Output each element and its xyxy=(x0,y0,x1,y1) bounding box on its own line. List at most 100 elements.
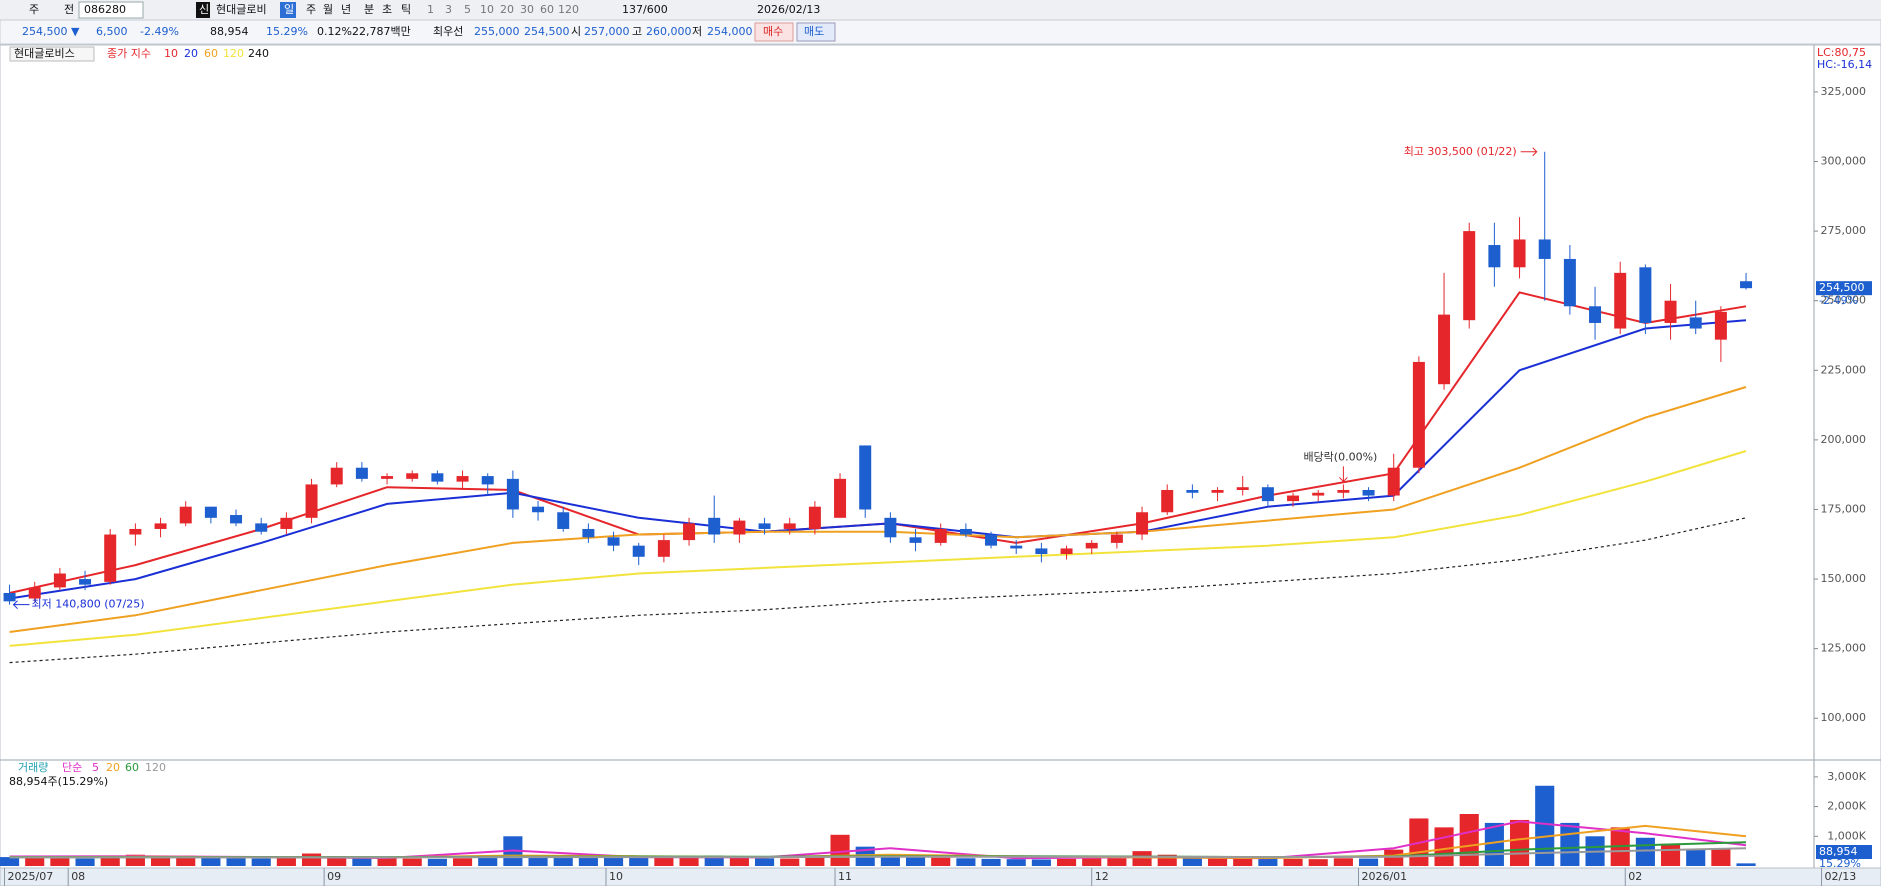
candle-body xyxy=(1714,311,1727,340)
quote-item: 88,954 xyxy=(210,25,249,38)
candle-body xyxy=(330,467,343,485)
volume-bar xyxy=(553,857,573,866)
volume-bar xyxy=(805,857,825,866)
candle-body xyxy=(1236,487,1249,490)
y-tick-label: 150,000 xyxy=(1821,572,1867,585)
y-tick-label: 300,000 xyxy=(1821,155,1867,168)
quote-item: 255,000 xyxy=(474,25,520,38)
candle-body xyxy=(154,523,167,529)
toolbar-item[interactable]: 틱 xyxy=(401,3,411,16)
toolbar-item[interactable]: 주 xyxy=(29,3,39,16)
legend-entry: 20 xyxy=(184,47,198,60)
candle-body xyxy=(1412,361,1425,468)
volume-bar xyxy=(1560,822,1580,866)
volume-bar xyxy=(905,857,926,866)
toolbar-item[interactable]: 20 xyxy=(500,3,514,16)
volume-ma-prefix: 단순 xyxy=(62,761,82,774)
toolbar-item[interactable]: 년 xyxy=(341,3,351,16)
toolbar-item[interactable]: 현대글로비 xyxy=(216,3,267,16)
volume-bar xyxy=(1660,843,1681,866)
legend-entry: 120 xyxy=(223,47,244,60)
volume-bar xyxy=(1333,858,1353,866)
legend-entry: 20 xyxy=(106,761,120,774)
toolbar-item[interactable]: 초 xyxy=(382,3,392,16)
x-tick-label: 10 xyxy=(609,870,623,883)
buy-button[interactable] xyxy=(754,22,794,42)
chart-frame xyxy=(0,44,1881,886)
volume-bar xyxy=(1182,857,1202,866)
indicator-hc: HC:-16,14 xyxy=(1817,58,1872,71)
toolbar-item[interactable]: 5 xyxy=(464,3,471,16)
quote-bar xyxy=(0,19,1881,45)
stock-name-box xyxy=(9,46,95,62)
candle-body xyxy=(53,573,66,588)
toolbar-item[interactable]: 전 xyxy=(64,3,74,16)
toolbar-item[interactable]: 1 xyxy=(427,3,434,16)
volume-bar xyxy=(1358,858,1379,866)
toolbar-item[interactable]: 60 xyxy=(540,3,554,16)
candle-body xyxy=(3,592,16,602)
toolbar-item[interactable]: 신 xyxy=(199,3,209,16)
toolbar-item[interactable]: 분 xyxy=(364,3,374,16)
volume-bar xyxy=(931,857,951,866)
quote-item: 고 xyxy=(632,25,642,38)
volume-bar xyxy=(830,834,850,866)
candle-body xyxy=(204,506,217,518)
candle-body xyxy=(758,523,771,529)
sell-button[interactable] xyxy=(796,22,836,42)
volume-bar xyxy=(754,858,775,866)
candle-body xyxy=(1211,489,1224,493)
volume-bar xyxy=(1736,863,1756,866)
toolbar-item[interactable]: 30 xyxy=(520,3,534,16)
volume-bar xyxy=(1056,858,1077,866)
x-tick-label: 02/13 xyxy=(1825,870,1857,883)
candle-body xyxy=(355,467,368,479)
candle-body xyxy=(1689,317,1702,329)
quote-item: 15.29% xyxy=(266,25,308,38)
volume-bar xyxy=(75,858,95,866)
toolbar-item[interactable]: 월 xyxy=(323,3,333,16)
candle-body xyxy=(934,528,947,543)
candle-body xyxy=(1639,267,1652,323)
candle-body xyxy=(683,523,696,541)
candle-body xyxy=(884,517,897,538)
candle-body xyxy=(1589,306,1602,323)
volume-bar xyxy=(780,858,800,866)
toolbar-item[interactable]: 120 xyxy=(558,3,579,16)
toolbar-item[interactable]: 10 xyxy=(480,3,494,16)
y-tick-label: 125,000 xyxy=(1821,642,1867,655)
annotation-arrow xyxy=(1339,466,1348,483)
volume-bar xyxy=(1233,857,1253,866)
x-tick-label: 2026/01 xyxy=(1361,870,1407,883)
volume-title: 거래량 xyxy=(18,761,48,774)
candle-body xyxy=(1161,489,1174,513)
candle-body xyxy=(1438,314,1451,385)
volume-bar xyxy=(1157,854,1177,866)
toolbar-item[interactable]: 3 xyxy=(445,3,452,16)
x-tick-label: 11 xyxy=(838,870,852,883)
volume-bar xyxy=(1384,849,1404,866)
candle-body xyxy=(1312,492,1325,496)
candle-body xyxy=(909,537,922,543)
toolbar-item[interactable]: 일 xyxy=(284,2,294,16)
y-tick-label: 2,000K xyxy=(1827,800,1866,813)
code-input[interactable] xyxy=(78,1,144,19)
toolbar-item[interactable]: 주 xyxy=(306,3,316,16)
stock-name: 현대글로비스 xyxy=(14,47,75,60)
toolbar-item[interactable]: 137/600 xyxy=(622,3,668,16)
candle-body xyxy=(1186,489,1199,493)
volume-bar xyxy=(729,857,749,866)
period-day-selected[interactable] xyxy=(280,2,296,18)
toolbar-item[interactable]: 2026/02/13 xyxy=(757,3,820,16)
x-tick-label: 09 xyxy=(327,870,341,883)
volume-bar xyxy=(1283,858,1303,866)
y-tick-label: 100,000 xyxy=(1821,711,1867,724)
quote-item: 시 xyxy=(571,25,581,38)
quote-item: 6,500 xyxy=(96,25,128,38)
legend-entry: 240 xyxy=(248,47,269,60)
candle-body xyxy=(1513,239,1526,268)
candle-body xyxy=(456,476,469,482)
volume-bar xyxy=(981,858,1001,866)
volume-info: 88,954주(15.29%) xyxy=(9,775,108,788)
